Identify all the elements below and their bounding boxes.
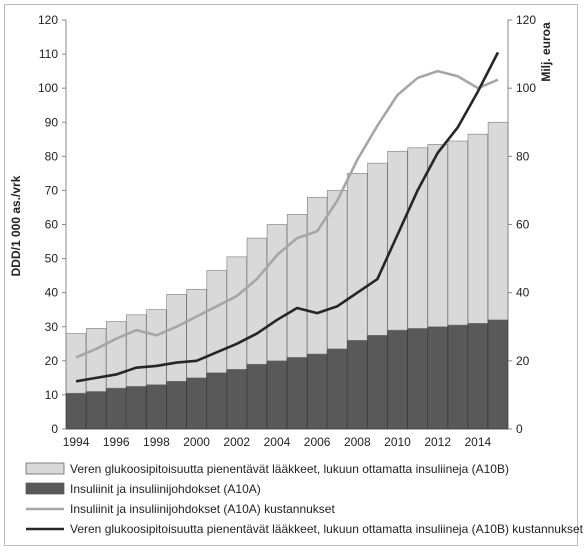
bar-a10b	[387, 150, 408, 331]
x-tick-label: 2002	[223, 435, 250, 449]
x-tick-label: 2012	[424, 435, 451, 449]
bar-a10a	[387, 329, 408, 430]
bar-a10b	[85, 328, 107, 392]
line-a10b-costs	[75, 51, 500, 383]
x-tick-label: 1996	[103, 435, 130, 449]
bar-a10a	[427, 326, 448, 430]
left-tick-label: 110	[39, 47, 58, 61]
bar-a10a	[85, 391, 107, 430]
x-tick-label: 1998	[143, 435, 170, 449]
bar-a10b	[106, 321, 127, 389]
left-tick-label: 90	[45, 115, 59, 129]
right-tick-label: 80	[516, 149, 530, 163]
bar-a10a	[126, 386, 147, 430]
left-tick-label: 20	[45, 354, 59, 368]
bar-a10a	[487, 319, 509, 430]
bar-a10a	[306, 353, 328, 430]
left-tick-label: 10	[45, 388, 59, 402]
bar-a10a	[65, 392, 87, 430]
left-tick-label: 60	[45, 218, 59, 232]
bar-a10a	[146, 384, 167, 430]
legend-a10a-swatch	[25, 482, 65, 495]
right-tick-label: 60	[516, 218, 530, 232]
bar-a10a	[407, 328, 428, 430]
legend-a10b-swatch	[25, 462, 65, 475]
bar-a10b	[306, 196, 328, 355]
left-tick-label: 40	[45, 286, 59, 300]
bar-a10a	[447, 324, 468, 430]
line-a10a-costs	[75, 69, 499, 359]
left-tick-label: 70	[45, 183, 59, 197]
left-tick-label: 0	[51, 422, 58, 436]
right-tick-label: 100	[516, 81, 536, 95]
x-tick-label: 2000	[183, 435, 210, 449]
bar-a10b	[286, 213, 308, 358]
bar-a10a	[266, 360, 288, 430]
left-tick-label: 100	[38, 81, 58, 95]
bar-a10a	[246, 363, 268, 430]
bar-a10a	[467, 323, 489, 430]
bar-a10b	[327, 190, 348, 350]
x-tick-label: 2008	[344, 435, 371, 449]
left-tick-label: 120	[38, 13, 58, 27]
bar-a10a	[327, 348, 348, 430]
bar-a10b	[186, 288, 207, 379]
bar-a10b	[347, 173, 368, 341]
bar-a10b	[467, 133, 489, 324]
bar-a10b	[166, 294, 187, 382]
bar-a10b	[407, 147, 428, 329]
right-tick-label: 120	[516, 13, 536, 27]
bar-a10a	[226, 369, 247, 430]
right-tick-label: 20	[516, 354, 530, 368]
bar-a10a	[347, 340, 368, 430]
bar-a10b	[146, 309, 167, 385]
bar-a10b	[367, 162, 388, 336]
bar-a10b	[246, 237, 268, 365]
bar-a10a	[166, 380, 187, 430]
bar-a10b	[487, 121, 509, 321]
left-tick-label: 50	[45, 252, 59, 266]
bar-a10a	[286, 357, 308, 430]
right-axis-title: Milj. euroa	[539, 22, 553, 82]
x-tick-label: 2006	[304, 435, 331, 449]
bar-a10a	[106, 387, 127, 430]
bar-a10a	[186, 377, 207, 430]
legend-a10b-costs-label: Veren glukoosipitoisuutta pienentävät lä…	[70, 522, 584, 536]
left-axis-title: DDD/1 000 as./vrk	[9, 175, 23, 276]
legend-a10a-label: Insuliinit ja insuliinijohdokset (A10A)	[70, 482, 261, 496]
x-tick-label: 2004	[264, 435, 291, 449]
bar-a10b	[266, 224, 288, 362]
x-tick-label: 2010	[384, 435, 411, 449]
bar-a10b	[427, 144, 448, 328]
x-tick-label: 2014	[465, 435, 492, 449]
x-tick-label: 1994	[63, 435, 90, 449]
legend-a10a-costs-label: Insuliinit ja insuliinijohdokset (A10A) …	[70, 502, 335, 516]
bar-a10b	[206, 270, 227, 374]
legend-a10b-label: Veren glukoosipitoisuutta pienentävät lä…	[70, 462, 509, 476]
bar-a10b	[447, 140, 468, 326]
left-tick-label: 30	[45, 320, 59, 334]
left-tick-label: 80	[45, 149, 59, 163]
bar-a10a	[206, 372, 227, 430]
right-tick-label: 40	[516, 286, 530, 300]
bar-a10b	[65, 333, 87, 394]
bar-a10b	[126, 314, 147, 387]
right-tick-label: 0	[516, 422, 523, 436]
bar-a10b	[226, 256, 247, 370]
bar-a10a	[367, 334, 388, 430]
